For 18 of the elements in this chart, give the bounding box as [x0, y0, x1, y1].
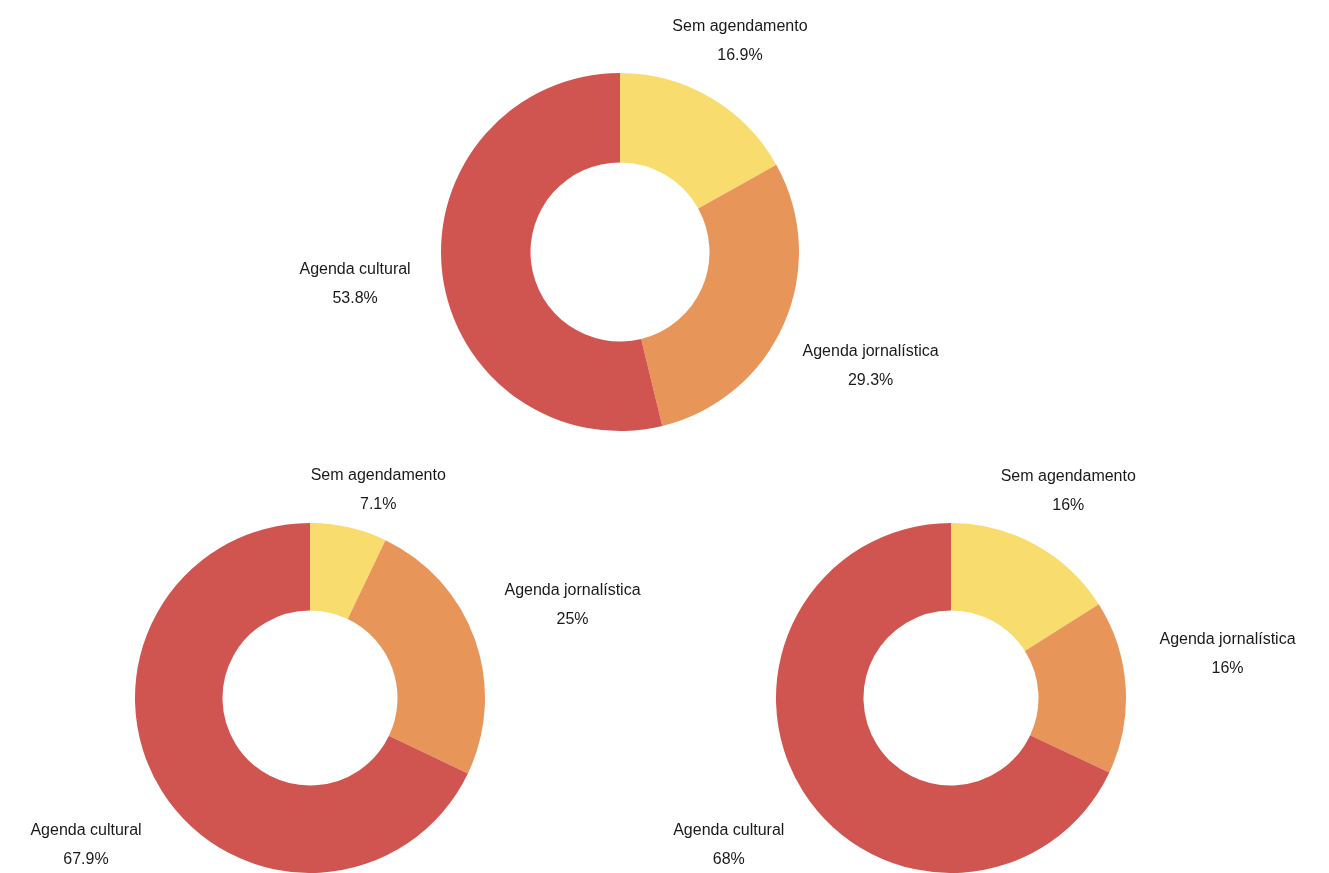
data-label: 68% — [712, 849, 745, 867]
data-label: 29.3% — [847, 371, 894, 389]
slice-label: Agenda cultural — [673, 820, 785, 838]
data-label: 7.1% — [360, 494, 397, 512]
slice-label: Agenda jornalística — [1159, 630, 1296, 648]
data-label: 25% — [556, 610, 589, 628]
slice-label: Agenda jornalística — [802, 342, 939, 360]
slice-label: Sem agendamento — [1000, 467, 1136, 485]
slice-label: Agenda cultural — [30, 820, 142, 838]
slice-label: Sem agendamento — [310, 465, 446, 483]
data-label: 53.8% — [332, 289, 378, 307]
slice-label: Sem agendamento — [672, 16, 808, 34]
data-label: 16% — [1211, 659, 1244, 677]
data-label: 16.9% — [717, 45, 763, 63]
slice-label: Agenda jornalística — [504, 581, 641, 599]
slice-label: Agenda cultural — [299, 260, 411, 278]
data-label: 16% — [1052, 496, 1085, 514]
data-label: 67.9% — [63, 849, 109, 867]
